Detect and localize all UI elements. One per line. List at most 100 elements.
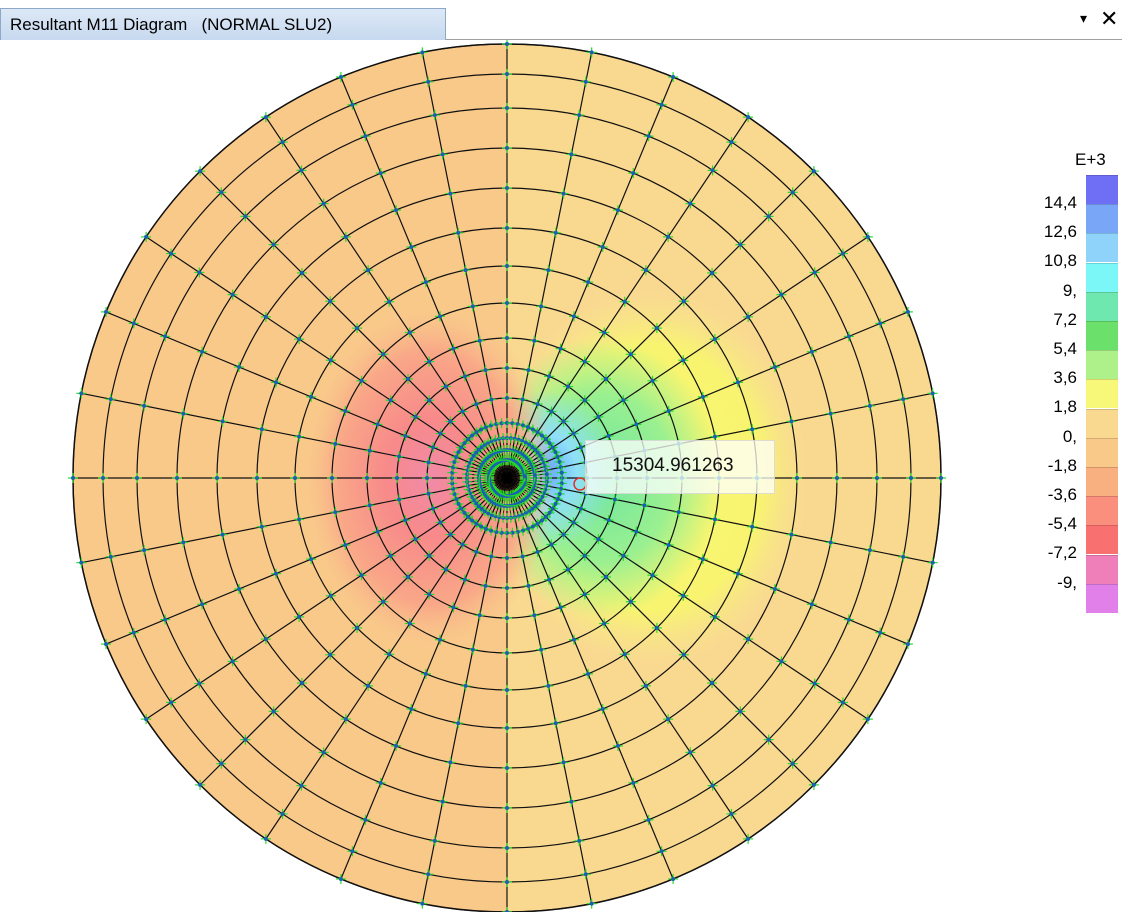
mesh-node <box>864 400 875 411</box>
mesh-node <box>593 534 604 545</box>
mesh-node <box>296 165 307 176</box>
legend-label: 7,2 <box>1053 309 1077 329</box>
mesh-node <box>502 803 512 813</box>
mesh-node <box>527 521 538 532</box>
mesh-node <box>260 833 271 844</box>
mesh-node <box>467 644 478 655</box>
mesh-node <box>906 473 916 483</box>
mesh-node <box>428 442 439 453</box>
mesh-node <box>296 780 307 791</box>
mesh-node <box>392 473 402 483</box>
mesh-node <box>197 346 208 357</box>
mesh-node <box>166 697 177 708</box>
mesh-node <box>428 503 439 514</box>
mesh-node <box>460 680 471 691</box>
mesh-node <box>364 500 375 511</box>
mesh-node <box>536 301 547 312</box>
mesh-node <box>656 846 667 857</box>
dropdown-arrow-icon[interactable]: ▾ <box>1080 10 1088 26</box>
mesh-node <box>726 808 737 819</box>
mesh-node <box>476 424 487 435</box>
mesh-node <box>139 400 150 411</box>
mesh-node <box>599 618 610 629</box>
mesh-node <box>360 131 371 142</box>
m11-contour-plot[interactable] <box>0 40 1060 912</box>
mesh-node <box>580 869 591 880</box>
mesh-node <box>563 381 574 392</box>
mesh-node <box>502 143 512 153</box>
mesh-node <box>271 568 282 579</box>
mesh-node <box>429 110 440 121</box>
mesh-node <box>178 537 189 548</box>
mesh-node <box>347 846 358 857</box>
mesh-node <box>294 334 305 345</box>
mesh-node <box>502 763 512 773</box>
mesh-node <box>520 437 531 448</box>
mesh-node <box>743 634 754 645</box>
mesh-node <box>558 757 569 768</box>
mesh-node <box>340 714 351 725</box>
mesh-node <box>517 551 528 562</box>
mesh-node <box>410 411 421 422</box>
mesh-node <box>663 231 674 242</box>
mesh-node <box>555 343 566 354</box>
mesh-node <box>502 528 512 538</box>
probe-value-tooltip: 15304.961263 <box>585 440 775 494</box>
mesh-node <box>375 777 386 788</box>
mesh-node <box>843 614 854 625</box>
mesh-node <box>792 473 802 483</box>
mesh-node <box>568 428 579 439</box>
mesh-node <box>445 529 456 540</box>
mesh-node <box>862 231 873 242</box>
close-icon[interactable]: ✕ <box>1100 6 1119 31</box>
mesh-node <box>502 723 512 733</box>
mesh-node <box>502 298 512 308</box>
mesh-node <box>628 168 639 179</box>
mesh-node <box>141 231 152 242</box>
mesh-center-line <box>491 477 508 516</box>
mesh-node <box>400 430 411 441</box>
mesh-node <box>356 570 367 581</box>
mesh-node <box>101 639 112 650</box>
mesh-node <box>453 227 464 238</box>
mesh-node <box>640 265 651 276</box>
mesh-node <box>330 507 341 518</box>
mesh-node <box>575 442 586 453</box>
mesh-center-line <box>491 440 508 479</box>
mesh-node <box>678 296 689 307</box>
mesh-node <box>612 740 623 751</box>
mesh-node <box>423 457 434 468</box>
mesh-node <box>480 422 491 433</box>
mesh-node <box>825 537 836 548</box>
mesh-node <box>603 430 614 441</box>
mesh-node <box>340 539 351 550</box>
mesh-node <box>575 503 586 514</box>
mesh-node <box>502 553 512 563</box>
tab-bar-divider <box>446 39 1122 40</box>
mesh-node <box>296 678 307 689</box>
document-tab[interactable]: Resultant M11 Diagram (NORMAL SLU2) <box>0 8 446 40</box>
mesh-node <box>435 428 446 439</box>
mesh-node <box>631 526 642 537</box>
mesh-node <box>294 431 305 442</box>
legend-swatch <box>1086 321 1118 350</box>
mesh-node <box>563 564 574 575</box>
mesh-node <box>101 306 112 317</box>
mesh-node <box>256 424 267 435</box>
mesh-node <box>568 517 579 528</box>
legend-label: 12,6 <box>1043 222 1077 242</box>
mesh-node <box>809 678 820 689</box>
mesh-node <box>325 355 336 366</box>
mesh-node <box>486 394 497 405</box>
mesh-node <box>463 434 474 445</box>
mesh-node <box>391 205 402 216</box>
mesh-node <box>76 388 87 399</box>
mesh-node <box>440 564 451 575</box>
legend-swatch <box>1086 496 1118 526</box>
mesh-node <box>437 796 448 807</box>
mesh-node <box>609 494 620 505</box>
legend-label: 0, <box>1062 426 1077 446</box>
mesh-node <box>875 627 886 638</box>
mesh-node <box>216 187 227 198</box>
mesh-node <box>178 408 189 419</box>
